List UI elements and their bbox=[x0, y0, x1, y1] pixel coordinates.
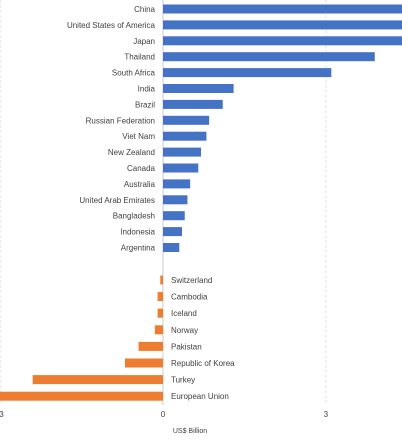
category-label-argentina: Argentina bbox=[121, 244, 156, 253]
category-label-indonesia: Indonesia bbox=[120, 228, 155, 237]
bar-japan bbox=[163, 36, 402, 46]
bar-australia bbox=[163, 179, 191, 189]
bar-russian-federation bbox=[163, 115, 210, 125]
category-label-pakistan: Pakistan bbox=[171, 342, 202, 351]
bar-china bbox=[163, 4, 402, 14]
x-tick-label: 3 bbox=[324, 410, 329, 419]
category-label-bangladesh: Bangladesh bbox=[113, 212, 155, 221]
category-label-viet-nam: Viet Nam bbox=[122, 132, 155, 141]
bar-united-states-of-america bbox=[163, 20, 402, 30]
category-label-thailand: Thailand bbox=[124, 53, 155, 62]
category-label-australia: Australia bbox=[124, 180, 156, 189]
bar-brazil bbox=[163, 99, 223, 109]
category-label-republic-of-korea: Republic of Korea bbox=[171, 359, 235, 368]
bars bbox=[0, 4, 402, 401]
category-label-canada: Canada bbox=[127, 164, 156, 173]
x-tick-label: 0 bbox=[161, 410, 166, 419]
category-label-brazil: Brazil bbox=[135, 100, 155, 109]
bar-thailand bbox=[163, 52, 375, 62]
bar-turkey bbox=[32, 375, 164, 385]
category-label-switzerland: Switzerland bbox=[171, 276, 212, 285]
x-tick-labels: -6-3036912 bbox=[0, 410, 329, 419]
bar-indonesia bbox=[163, 227, 183, 237]
bar-switzerland bbox=[160, 275, 163, 285]
category-label-japan: Japan bbox=[133, 37, 155, 46]
bar-pakistan bbox=[138, 341, 163, 351]
category-label-cambodia: Cambodia bbox=[171, 293, 208, 302]
x-tick-label: -3 bbox=[0, 410, 4, 419]
bar-argentina bbox=[163, 243, 180, 252]
bar-republic-of-korea bbox=[124, 358, 163, 368]
bar-united-arab-emirates bbox=[163, 195, 188, 205]
bar-india bbox=[163, 84, 234, 93]
bar-new-zealand bbox=[163, 147, 202, 157]
x-axis-title: US$ Billion bbox=[173, 428, 207, 435]
category-label-iceland: Iceland bbox=[171, 309, 197, 318]
category-label-european-union: European Union bbox=[171, 392, 229, 401]
category-label-turkey: Turkey bbox=[171, 376, 195, 385]
category-label-new-zealand: New Zealand bbox=[108, 148, 155, 157]
category-labels: China United States of America Japan Thaila… bbox=[67, 5, 235, 401]
category-label-united-arab-emirates: United Arab Emirates bbox=[79, 196, 155, 205]
bar-european-union bbox=[0, 391, 163, 401]
bar-canada bbox=[163, 163, 199, 173]
category-label-china: China bbox=[134, 5, 155, 14]
category-label-south-africa: South Africa bbox=[112, 69, 156, 78]
category-label-india: India bbox=[138, 85, 156, 94]
category-label-russian-federation: Russian Federation bbox=[86, 116, 155, 125]
bar-cambodia bbox=[157, 292, 163, 302]
bar-south-africa bbox=[163, 68, 332, 78]
bar-viet-nam bbox=[163, 131, 207, 141]
category-label-norway: Norway bbox=[171, 326, 198, 335]
category-label-united-states-of-america: United States of America bbox=[67, 21, 156, 30]
bar-norway bbox=[154, 325, 163, 335]
bar-iceland bbox=[157, 308, 163, 318]
bar-bangladesh bbox=[163, 211, 185, 221]
